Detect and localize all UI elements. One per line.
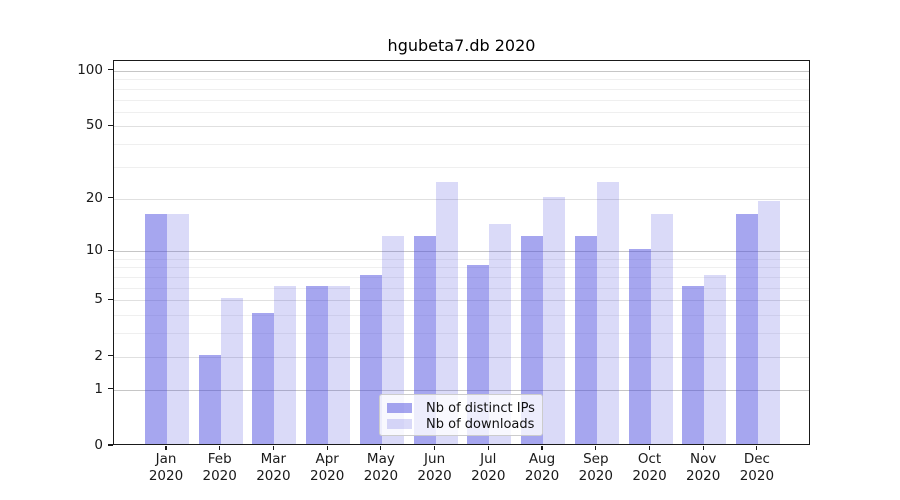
y-tick-label-50: 50: [85, 117, 103, 134]
bar-nb-of-downloads-jun: [435, 182, 458, 444]
gridline-40: [114, 144, 809, 146]
bar-nb-of-distinct-ips-apr: [306, 285, 329, 444]
x-tick-mark-nov: [702, 446, 704, 450]
y-tick-label-0: 0: [94, 437, 103, 453]
y-tick-label-20: 20: [85, 189, 103, 206]
x-tick-mark-jul: [487, 446, 489, 450]
x-tick-label-nov: Nov 2020: [686, 451, 721, 484]
x-tick-mark-feb: [219, 446, 221, 450]
x-tick-label-dec: Dec 2020: [739, 451, 775, 484]
legend-swatch-distinct-ips: [387, 403, 412, 413]
bar-nb-of-downloads-sep: [596, 182, 619, 444]
bar-nb-of-distinct-ips-oct: [628, 249, 651, 444]
y-tick-mark-2: [108, 355, 113, 357]
legend: Nb of distinct IPs Nb of downloads: [379, 394, 543, 436]
x-tick-label-mar: Mar 2020: [256, 451, 291, 484]
bar-nb-of-downloads-jul: [489, 223, 512, 444]
gridline-90: [114, 79, 809, 81]
bar-nb-of-distinct-ips-mar: [252, 313, 275, 444]
x-tick-mark-sep: [595, 446, 597, 450]
bar-nb-of-distinct-ips-aug: [521, 235, 543, 444]
bar-nb-of-downloads-oct: [650, 213, 673, 444]
x-tick-label-may: May 2020: [363, 451, 399, 484]
gridline-60: [114, 111, 809, 113]
bar-nb-of-downloads-may: [381, 235, 404, 444]
x-tick-label-feb: Feb 2020: [202, 451, 237, 484]
chart-title: hgubeta7.db 2020: [387, 36, 536, 55]
gridline-30: [114, 166, 809, 168]
gridline-7: [114, 277, 809, 278]
legend-label-downloads: Nb of downloads: [426, 416, 535, 432]
x-tick-mark-may: [380, 446, 382, 450]
y-tick-mark-10: [108, 249, 113, 251]
bar-nb-of-distinct-ips-may: [359, 275, 382, 444]
gridline-70: [114, 99, 809, 101]
bar-nb-of-downloads-feb: [220, 298, 243, 444]
gridline-5: [114, 300, 809, 302]
legend-label-distinct-ips: Nb of distinct IPs: [426, 400, 535, 416]
gridline-6: [114, 287, 809, 289]
y-tick-mark-5: [108, 298, 113, 300]
y-tick-mark-100: [108, 69, 113, 71]
bar-nb-of-distinct-ips-sep: [574, 235, 597, 444]
y-tick-label-5: 5: [94, 291, 103, 308]
x-tick-mark-oct: [648, 446, 651, 450]
bar-nb-of-downloads-aug: [543, 196, 565, 444]
bar-nb-of-downloads-apr: [328, 285, 351, 444]
bar-nb-of-distinct-ips-feb: [198, 354, 221, 444]
x-tick-mark-jun: [434, 446, 436, 450]
x-tick-mark-jan: [165, 446, 167, 450]
x-tick-mark-aug: [541, 446, 543, 450]
gridline-2: [114, 356, 809, 358]
bar-nb-of-downloads-nov: [704, 275, 727, 444]
y-tick-mark-0: [108, 444, 113, 446]
gridline-100: [114, 70, 809, 72]
gridline-8: [114, 267, 809, 269]
bar-nb-of-downloads-mar: [274, 285, 297, 444]
x-tick-mark-dec: [756, 446, 758, 450]
gridline-20: [114, 198, 809, 200]
y-tick-mark-20: [108, 196, 113, 199]
x-tick-mark-mar: [272, 446, 274, 450]
gridline-3: [114, 333, 809, 335]
gridline-4: [114, 315, 809, 317]
bar-nb-of-distinct-ips-nov: [682, 285, 705, 444]
legend-row-downloads: Nb of downloads: [387, 416, 535, 432]
legend-row-distinct-ips: Nb of distinct IPs: [387, 400, 535, 416]
bar-nb-of-distinct-ips-jan: [145, 213, 167, 444]
x-tick-label-aug: Aug 2020: [524, 451, 560, 484]
x-tick-label-sep: Sep 2020: [578, 451, 613, 484]
y-tick-label-1: 1: [94, 380, 103, 397]
bar-nb-of-downloads-jan: [167, 213, 189, 444]
y-tick-mark-1: [108, 388, 113, 390]
bar-nb-of-distinct-ips-dec: [735, 213, 758, 444]
bar-nb-of-downloads-dec: [757, 200, 780, 444]
gridline-10: [114, 251, 809, 253]
gridline-50: [114, 126, 809, 128]
gridline-1: [114, 389, 809, 391]
gridline-9: [114, 258, 809, 260]
x-tick-label-apr: Apr 2020: [310, 451, 345, 484]
plot-area: Nb of distinct IPs Nb of downloads: [113, 60, 810, 445]
y-tick-mark-50: [108, 124, 113, 126]
bar-nb-of-distinct-ips-jun: [413, 235, 436, 444]
x-tick-mark-apr: [326, 446, 328, 450]
x-tick-label-jun: Jun 2020: [417, 451, 452, 484]
y-tick-label-10: 10: [85, 242, 103, 259]
x-tick-label-oct: Oct 2020: [632, 451, 667, 484]
legend-swatch-downloads: [387, 419, 412, 429]
x-tick-label-jul: Jul 2020: [471, 451, 506, 484]
gridline-80: [114, 88, 809, 90]
y-tick-label-100: 100: [77, 61, 103, 78]
x-tick-label-jan: Jan 2020: [148, 451, 184, 484]
y-tick-label-2: 2: [94, 347, 103, 364]
